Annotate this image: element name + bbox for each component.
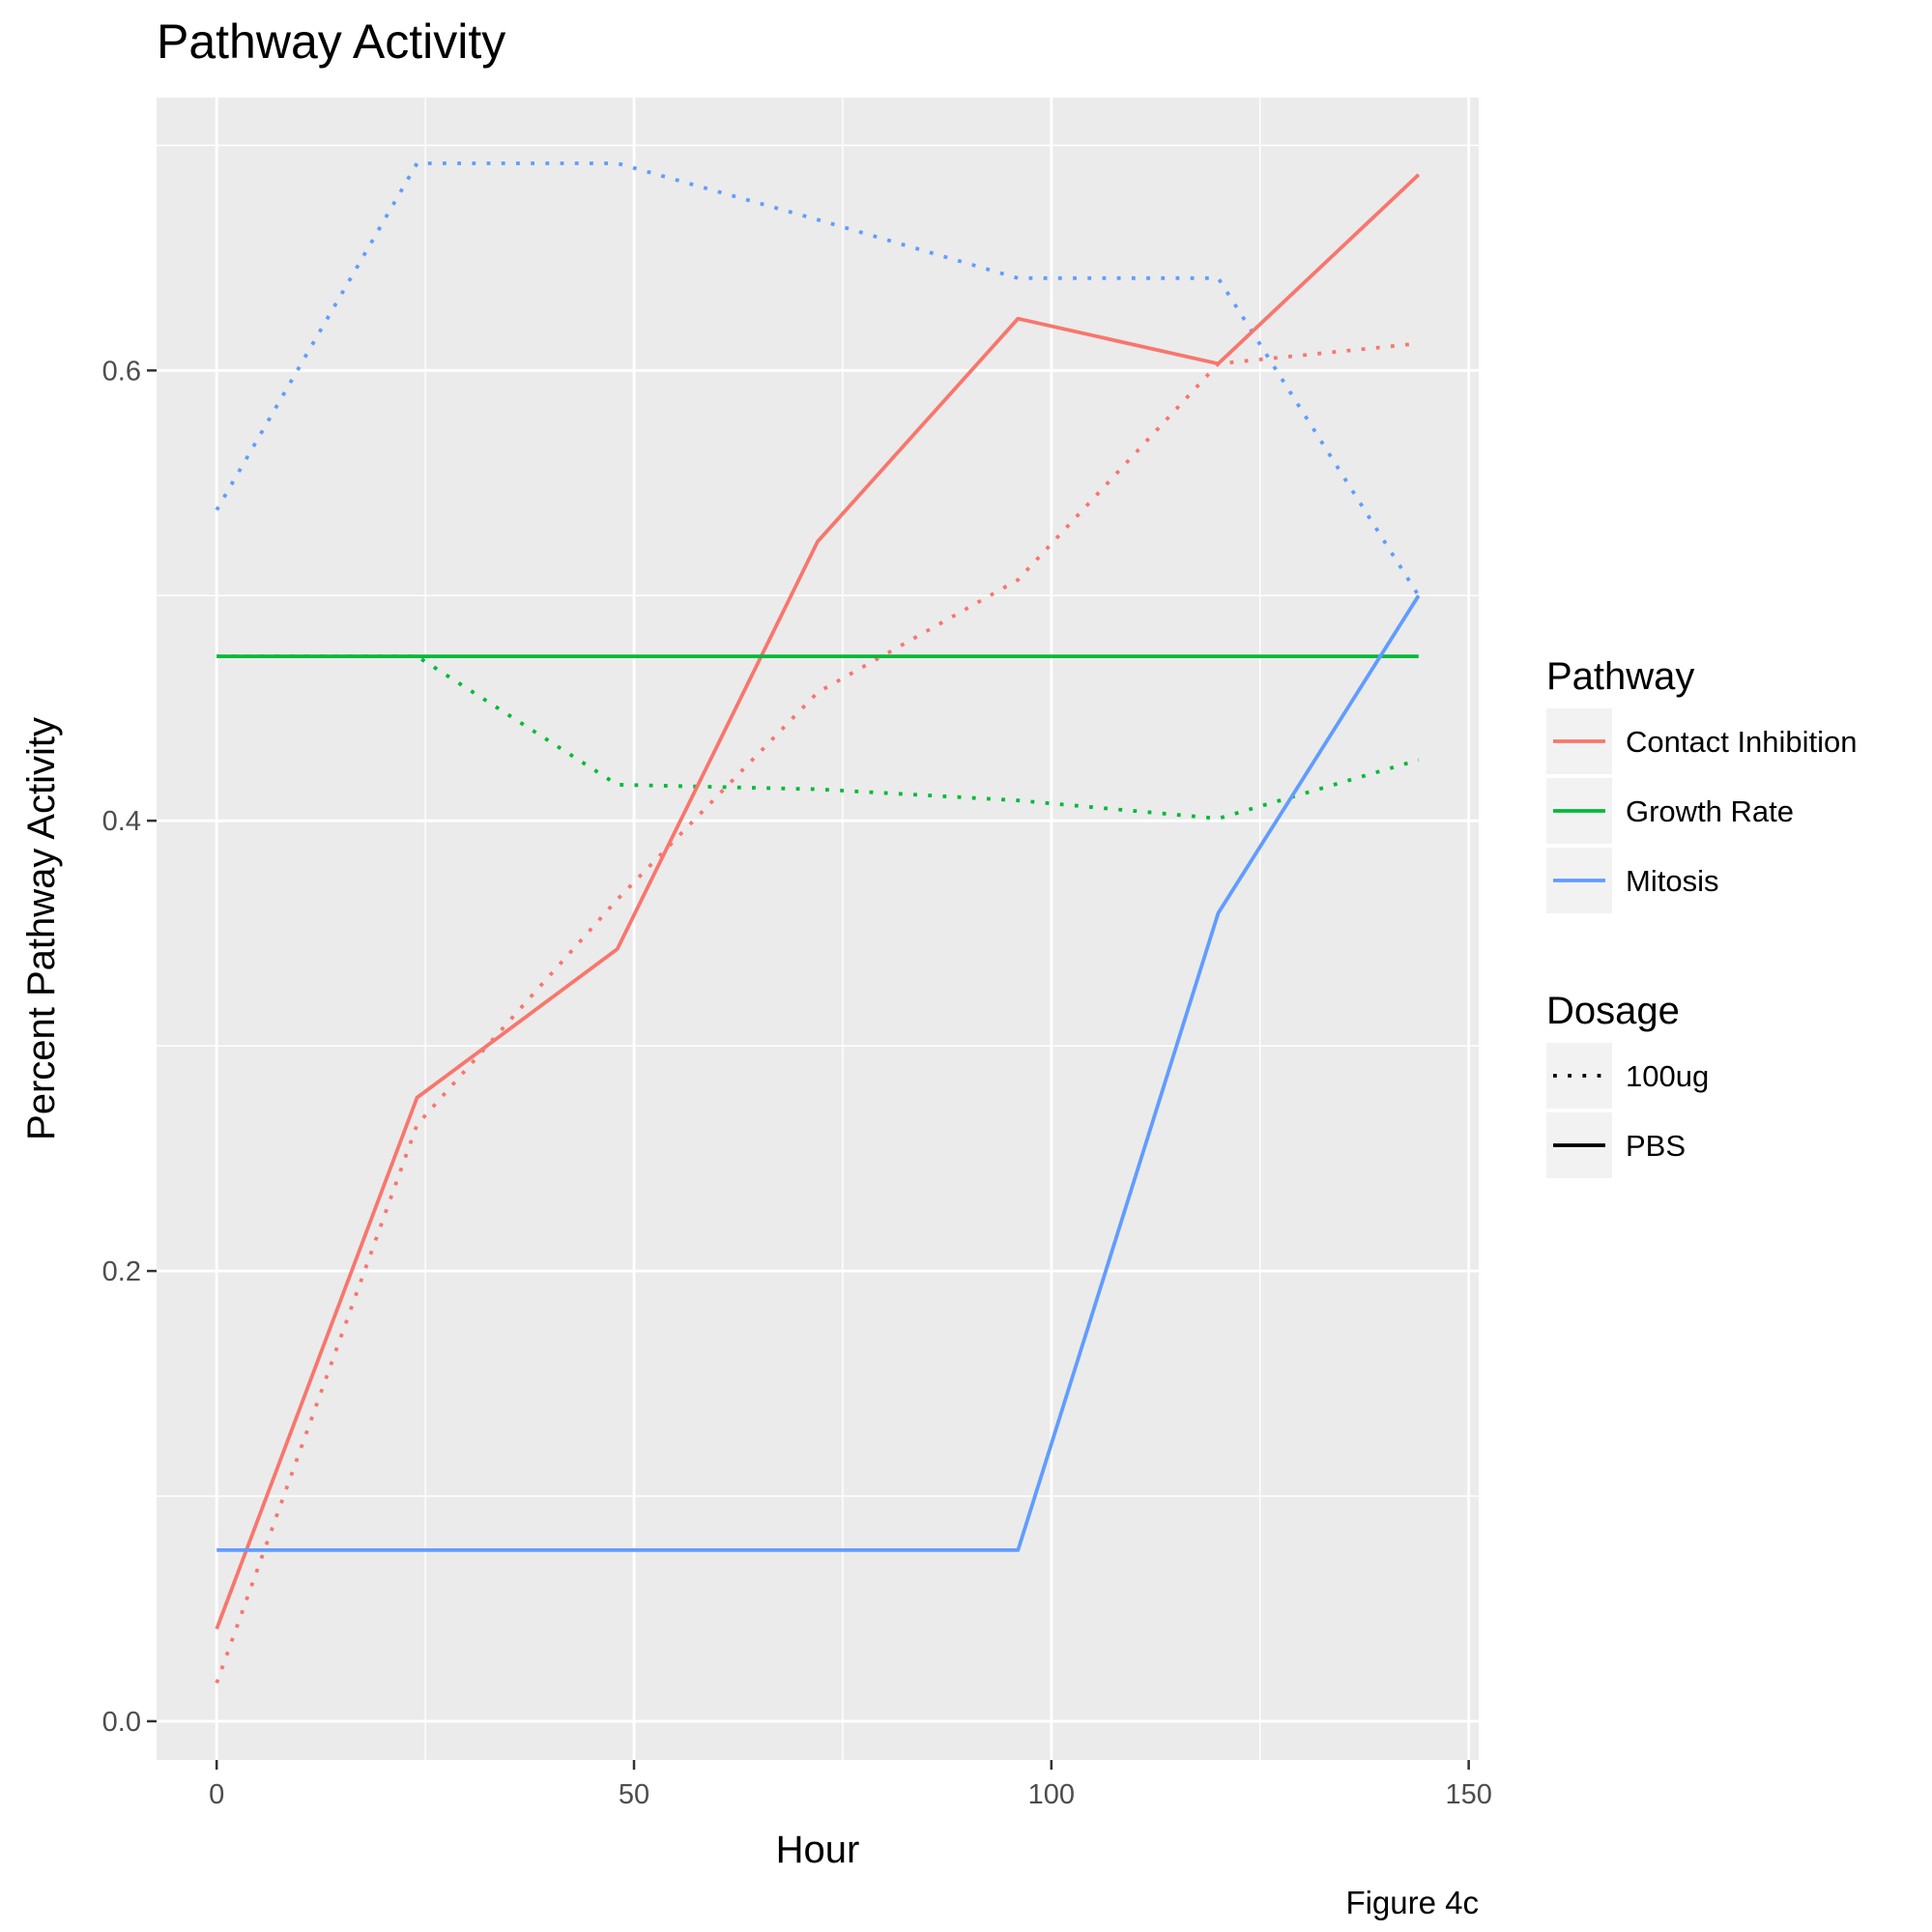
major-gridlines bbox=[157, 98, 1479, 1760]
legend-label-growth-rate: Growth Rate bbox=[1626, 794, 1794, 828]
legend-title-pathway: Pathway bbox=[1546, 655, 1694, 698]
x-tick-label: 0 bbox=[209, 1779, 224, 1810]
legend-label-mitosis: Mitosis bbox=[1626, 864, 1718, 898]
legend-title-dosage: Dosage bbox=[1546, 990, 1680, 1032]
legend: Pathway Contact Inhibition Growth Rate Mito… bbox=[1546, 655, 1858, 1178]
x-axis-title: Hour bbox=[776, 1829, 860, 1871]
x-tick-label: 50 bbox=[619, 1779, 649, 1810]
x-tick-label: 100 bbox=[1028, 1779, 1075, 1810]
legend-label-100ug: 100ug bbox=[1626, 1059, 1709, 1093]
x-axis: 0 50 100 150 bbox=[209, 1760, 1492, 1810]
minor-gridlines bbox=[157, 98, 1479, 1760]
y-tick-label: 0.2 bbox=[102, 1256, 141, 1287]
y-axis: 0.0 0.2 0.4 0.6 bbox=[102, 356, 157, 1738]
legend-label-pbs: PBS bbox=[1626, 1129, 1686, 1163]
y-tick-label: 0.0 bbox=[102, 1707, 141, 1738]
series-line-contact-inhibition-pbs bbox=[215, 173, 1421, 1630]
plot-panel bbox=[157, 98, 1479, 1760]
chart-title: Pathway Activity bbox=[157, 14, 505, 69]
figure-caption: Figure 4c bbox=[1345, 1885, 1479, 1920]
y-axis-title: Percent Pathway Activity bbox=[20, 717, 63, 1140]
legend-key-background bbox=[1546, 1043, 1612, 1109]
y-tick-label: 0.6 bbox=[102, 356, 141, 387]
series-line-mitosis-pbs bbox=[216, 594, 1421, 1552]
x-tick-label: 150 bbox=[1445, 1779, 1491, 1810]
y-tick-label: 0.4 bbox=[102, 806, 141, 837]
legend-label-contact-inhibition: Contact Inhibition bbox=[1626, 725, 1858, 759]
series-lines bbox=[215, 161, 1421, 1684]
series-line-mitosis-100ug bbox=[215, 161, 1421, 597]
